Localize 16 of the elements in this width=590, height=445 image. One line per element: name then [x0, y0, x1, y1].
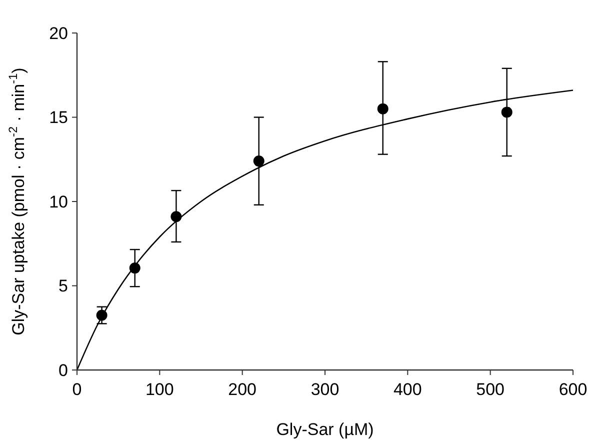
x-tick-label: 500 [476, 380, 505, 399]
x-tick-label: 200 [228, 380, 257, 399]
point [501, 106, 512, 118]
x-tick-label: 0 [72, 380, 82, 399]
x-tick-label: 600 [558, 380, 588, 399]
y-tick-label: 20 [49, 24, 68, 43]
x-tick-label: 400 [393, 380, 422, 399]
x-tick-label: 100 [145, 380, 174, 399]
y-tick-label: 5 [58, 276, 68, 296]
x-tick-label: 300 [310, 380, 340, 399]
y-tick-label: 10 [49, 192, 68, 212]
point [377, 103, 388, 114]
y-tick-label: 15 [49, 108, 68, 128]
x-axis-title: Gly-Sar (µM) [276, 420, 374, 439]
point [253, 156, 264, 167]
y-tick-label: 0 [58, 360, 68, 380]
